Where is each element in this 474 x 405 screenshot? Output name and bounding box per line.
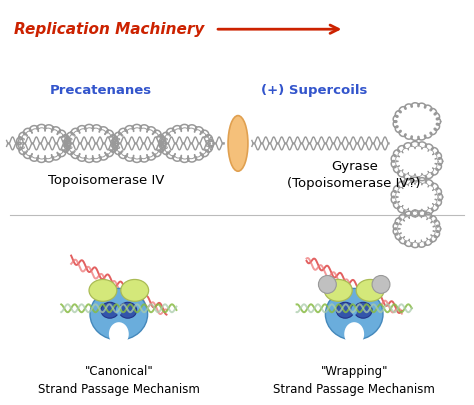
Ellipse shape <box>325 288 383 340</box>
Ellipse shape <box>121 279 149 301</box>
Ellipse shape <box>109 322 129 346</box>
Ellipse shape <box>90 288 147 340</box>
Text: Replication Machinery: Replication Machinery <box>14 22 204 37</box>
Ellipse shape <box>228 115 248 171</box>
Text: (+) Supercoils: (+) Supercoils <box>261 84 368 97</box>
Ellipse shape <box>354 302 372 318</box>
Ellipse shape <box>337 302 354 318</box>
Circle shape <box>372 275 390 293</box>
Ellipse shape <box>89 279 117 301</box>
Text: Topoisomerase IV: Topoisomerase IV <box>48 174 164 187</box>
Ellipse shape <box>356 279 384 301</box>
Text: "Canonical"
Strand Passage Mechanism: "Canonical" Strand Passage Mechanism <box>38 365 200 396</box>
Circle shape <box>319 275 337 293</box>
Text: Precatenanes: Precatenanes <box>50 84 152 97</box>
Text: "Wrapping"
Strand Passage Mechanism: "Wrapping" Strand Passage Mechanism <box>273 365 435 396</box>
Ellipse shape <box>351 305 357 315</box>
Ellipse shape <box>119 302 137 318</box>
Ellipse shape <box>116 305 122 315</box>
Ellipse shape <box>324 279 352 301</box>
Ellipse shape <box>101 302 119 318</box>
Text: Gyrase
(Topoisomerase IV?): Gyrase (Topoisomerase IV?) <box>287 160 421 190</box>
Ellipse shape <box>344 322 364 346</box>
